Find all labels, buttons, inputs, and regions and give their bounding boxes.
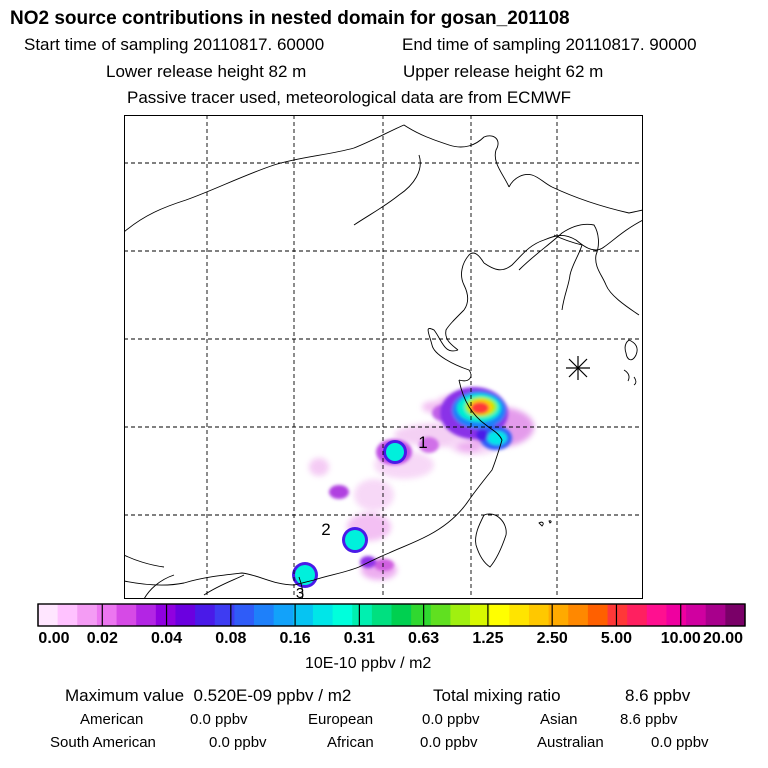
color-scale-cell bbox=[528, 604, 550, 626]
color-scale-cell bbox=[430, 604, 451, 626]
color-scale-cell bbox=[57, 604, 78, 626]
region-australian-name: Australian bbox=[537, 734, 604, 751]
region-american-value: 0.0 ppbv bbox=[190, 711, 248, 728]
region-european-name: European bbox=[308, 711, 374, 728]
color-scale-tick-label: 2.50 bbox=[536, 630, 568, 647]
color-scale-cell bbox=[96, 604, 117, 626]
start-time: Start time of sampling 20110817. 60000 bbox=[24, 35, 325, 54]
color-scale-cell bbox=[705, 604, 726, 626]
color-scale-cell bbox=[686, 604, 707, 626]
color-scale-tick-label: 5.00 bbox=[600, 630, 633, 647]
region-european-value: 0.0 ppbv bbox=[422, 711, 480, 728]
coastlines bbox=[124, 124, 643, 599]
region-asian-value: 8.6 ppbv bbox=[620, 711, 678, 728]
max-value-label: Maximum value bbox=[65, 686, 185, 705]
color-scale-cell bbox=[136, 604, 157, 626]
color-scale-cell bbox=[666, 604, 687, 626]
color-scale-cell bbox=[312, 604, 333, 626]
color-scale-frame bbox=[37, 603, 746, 627]
region-south-american-name: South American bbox=[50, 734, 156, 751]
source-marker-3: 3 bbox=[296, 585, 304, 599]
color-scale-cell bbox=[175, 604, 196, 626]
color-scale-cell bbox=[489, 604, 510, 626]
region-australian-value: 0.0 ppbv bbox=[651, 734, 709, 751]
station-star-icon bbox=[566, 356, 590, 380]
color-scale-cell bbox=[234, 604, 255, 626]
color-scale-cell bbox=[77, 604, 98, 626]
color-scale-tick-label: 0.08 bbox=[215, 630, 247, 647]
source-marker-2: 2 bbox=[321, 520, 330, 539]
color-scale-tick-label: 0.02 bbox=[86, 630, 118, 647]
color-scale-tick-label: 0.00 bbox=[38, 630, 70, 647]
color-scale-cell bbox=[195, 604, 216, 626]
color-scale-tick-label: 0.63 bbox=[408, 630, 440, 647]
region-asian-name: Asian bbox=[540, 711, 578, 728]
color-scale-cell bbox=[116, 604, 137, 626]
region-south-american-value: 0.0 ppbv bbox=[209, 734, 267, 751]
color-scale-units: 10E-10 ppbv / m2 bbox=[305, 655, 432, 672]
color-scale-cell bbox=[391, 604, 412, 626]
color-scale-cell bbox=[254, 604, 275, 626]
graticule bbox=[124, 115, 643, 599]
color-scale-cell bbox=[509, 604, 530, 626]
color-scale-cell bbox=[155, 604, 176, 626]
color-scale-cell bbox=[725, 604, 746, 626]
color-scale-cell bbox=[273, 604, 294, 626]
region-american-name: American bbox=[80, 711, 144, 728]
max-value: 0.520E-09 ppbv / m2 bbox=[193, 686, 352, 705]
color-scale-bar bbox=[37, 603, 746, 627]
color-scale-cell bbox=[470, 604, 491, 626]
color-scale-cell bbox=[646, 604, 667, 626]
color-scale-tick-label: 20.00 bbox=[702, 630, 744, 647]
region-african-value: 0.0 ppbv bbox=[420, 734, 478, 751]
color-scale-cell bbox=[371, 604, 392, 626]
color-scale-tick-label: 10.00 bbox=[660, 630, 701, 647]
color-scale-cell bbox=[352, 604, 373, 626]
end-time: End time of sampling 20110817. 90000 bbox=[402, 35, 697, 54]
map-panel: 1 2 3 bbox=[124, 115, 643, 599]
color-scale-tick-label: 0.04 bbox=[150, 630, 183, 647]
lower-release-height: Lower release height 82 m bbox=[106, 62, 307, 81]
source-marker-1: 1 bbox=[418, 433, 427, 452]
color-scale-cell bbox=[214, 604, 235, 626]
data-source-note: Passive tracer used, meteorological data… bbox=[127, 88, 572, 107]
summary-line: Maximum value 0.520E-09 ppbv / m2 bbox=[65, 686, 351, 706]
total-mixing-label: Total mixing ratio bbox=[433, 686, 561, 705]
page-title: NO2 source contributions in nested domai… bbox=[10, 8, 570, 29]
color-scale-cell bbox=[38, 604, 59, 626]
color-scale-tick-label: 1.25 bbox=[472, 630, 504, 647]
color-scale-cell bbox=[607, 604, 628, 626]
color-scale-cell bbox=[332, 604, 353, 626]
region-african-name: African bbox=[327, 734, 374, 751]
color-scale-cell bbox=[450, 604, 471, 626]
color-scale-cell bbox=[293, 604, 314, 626]
color-scale-cell bbox=[587, 604, 608, 626]
upper-release-height: Upper release height 62 m bbox=[403, 62, 604, 81]
color-scale-cell bbox=[627, 604, 648, 626]
color-scale-cell bbox=[411, 604, 432, 626]
color-scale-cell bbox=[568, 604, 589, 626]
total-mixing-value: 8.6 ppbv bbox=[625, 686, 691, 705]
color-scale-cell bbox=[548, 604, 569, 626]
color-scale-tick-label: 0.16 bbox=[279, 630, 311, 647]
color-scale-tick-label: 0.31 bbox=[343, 630, 375, 647]
